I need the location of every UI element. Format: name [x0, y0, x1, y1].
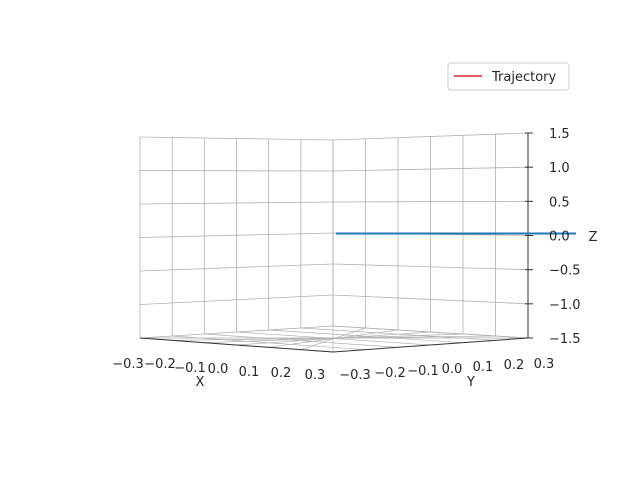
- y-tick-label: 0.3: [534, 357, 555, 372]
- grid-line-z-left: [139, 170, 334, 172]
- grid-line-z-right: [332, 263, 529, 271]
- legend: Trajectory: [447, 62, 570, 91]
- x-tick-label: −0.1: [174, 361, 206, 376]
- z-tick-label: −1.5: [549, 332, 581, 347]
- z-tick-label: 1.5: [549, 127, 570, 142]
- y-tick-label: −0.2: [374, 366, 406, 381]
- x-axis-label: X: [196, 375, 205, 390]
- y-axis-line: [332, 337, 529, 353]
- y-tick-label: −0.1: [407, 364, 439, 379]
- grid-line-z-right: [332, 200, 529, 203]
- z-axis-label: Z: [589, 230, 598, 245]
- y-tick-label: 0.0: [442, 362, 463, 377]
- y-tick-label: 0.1: [473, 360, 494, 375]
- z-tick-label: −0.5: [549, 264, 581, 279]
- grid-line-z-right: [332, 166, 529, 172]
- z-tick-label: 0.5: [549, 195, 570, 210]
- grid-line-z-left: [139, 201, 334, 205]
- grid-line-z-left: [139, 263, 334, 272]
- y-tick-label: 0.2: [504, 358, 525, 373]
- x-tick-label: 0.1: [239, 365, 260, 380]
- z-tick-label: −1.0: [549, 298, 581, 313]
- x-tick-label: −0.2: [144, 357, 176, 372]
- x-tick-label: 0.2: [271, 366, 292, 381]
- tick-labels: −0.3 −0.2−0.1 0.0 0.1 0.2 0.3 −0.3 −0.2 −0.1 0.0 0…: [112, 127, 580, 383]
- legend-box: [447, 62, 570, 91]
- grid-line-z-left: [139, 232, 334, 238]
- x-tick-label: −0.3: [112, 357, 144, 372]
- y-tick-label: −0.3: [339, 368, 371, 383]
- x-axis-line: [139, 337, 334, 353]
- z-tick-label: 1.0: [549, 161, 570, 176]
- grid-line-z-right: [332, 294, 529, 305]
- grid-line-z-left: [139, 294, 334, 305]
- x-tick-label: 0.3: [305, 368, 326, 383]
- x-tick-label: 0.0: [208, 362, 229, 377]
- legend-label-trajectory: Trajectory: [491, 70, 556, 85]
- grid-line-z-right: [332, 132, 529, 141]
- grid-line-z-left: [139, 136, 334, 141]
- y-axis-label: Y: [466, 375, 475, 390]
- z-tick-label: 0.0: [549, 230, 570, 245]
